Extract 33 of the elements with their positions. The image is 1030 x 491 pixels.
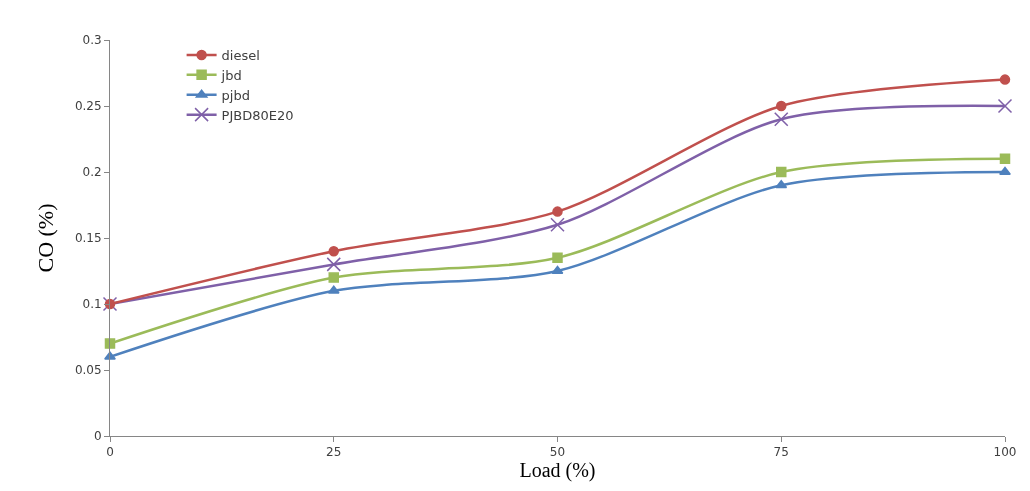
point: [552, 252, 563, 264]
x-axis-title: Load (%): [519, 459, 596, 483]
point: [104, 338, 116, 349]
y-tick-label: 0.15: [74, 231, 102, 246]
point: [999, 153, 1011, 165]
point: [776, 166, 787, 178]
point: [328, 245, 339, 257]
y-axis-title: CO (%): [32, 203, 58, 273]
point: [550, 217, 565, 233]
y-tick-label: 0: [93, 429, 102, 444]
y-tick-label: 0.1: [82, 297, 102, 312]
x-tick-label: 75: [773, 445, 789, 460]
point: [775, 179, 788, 189]
y-tick-label: 0.25: [74, 99, 102, 114]
y-tick-label: 0.3: [82, 33, 102, 48]
point: [997, 98, 1013, 114]
point: [999, 74, 1011, 85]
point: [552, 206, 563, 217]
point: [999, 166, 1011, 175]
legend-label: pjbd: [221, 87, 250, 103]
point: [776, 100, 787, 112]
legend-label: PJBD80E20: [221, 107, 294, 123]
y-tick-label: 0.2: [82, 165, 102, 180]
x-tick-label: 0: [106, 445, 114, 460]
y-tick-label: 0.05: [74, 363, 102, 378]
legend-label: jbd: [220, 67, 242, 83]
legend-label: diesel: [221, 48, 260, 64]
point: [774, 111, 789, 127]
x-tick-label: 25: [326, 445, 342, 460]
x-tick-label: 100: [993, 445, 1017, 460]
point: [326, 257, 341, 272]
point: [328, 272, 339, 283]
x-tick-label: 50: [549, 445, 566, 460]
